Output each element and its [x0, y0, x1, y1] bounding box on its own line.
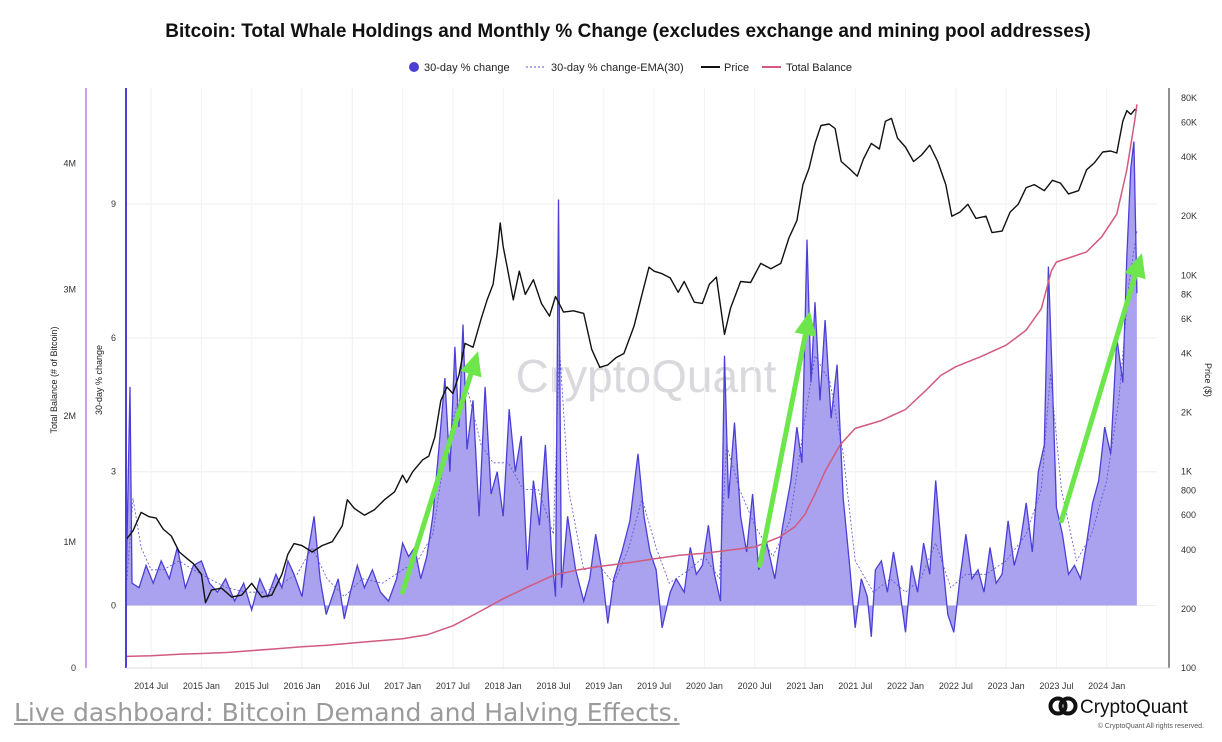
legend-label-pct: 30-day % change [424, 62, 510, 74]
x-tick-label: 2019 Jan [585, 681, 622, 691]
pct-axis-title: 30-day % change [94, 345, 104, 415]
series-pct-line [125, 141, 1138, 637]
series-balance-line [125, 104, 1138, 658]
plot-area [125, 88, 1157, 668]
pct-tick-label: 0 [111, 601, 116, 611]
x-tick-label: 2021 Jan [786, 681, 823, 691]
price-tick-label: 80K [1181, 93, 1197, 103]
x-tick-label: 2022 Jan [887, 681, 924, 691]
x-tick-label: 2014 Jul [134, 681, 168, 691]
price-tick-label: 6K [1181, 314, 1192, 324]
x-tick-label: 2018 Jul [536, 681, 570, 691]
x-tick-label: 2023 Jul [1039, 681, 1073, 691]
x-tick-label: 2021 Jul [838, 681, 872, 691]
annotation-arrows [400, 253, 1146, 595]
x-tick-label: 2016 Jul [335, 681, 369, 691]
legend-label-ema: 30-day % change-EMA(30) [551, 62, 684, 74]
x-tick-label: 2020 Jan [686, 681, 723, 691]
price-tick-label: 2K [1181, 408, 1192, 418]
legend-label-balance: Total Balance [786, 62, 852, 74]
series-ema-line [125, 230, 1138, 597]
watermark: CryptoQuant [516, 350, 777, 402]
axes: 0 1M 2M 3M 4M 0 3 6 9 100 200 400 600 800 1K 2K 4K 6K 8K 10… [49, 88, 1213, 691]
legend-item-ema[interactable]: 30-day % change-EMA(30) [526, 62, 684, 74]
price-tick-label: 60K [1181, 118, 1197, 128]
brand-logo: CryptoQuant © CryptoQuant All rights res… [1048, 696, 1204, 730]
copyright: © CryptoQuant All rights reserved. [1098, 722, 1204, 730]
arrow-2-head [794, 311, 817, 337]
balance-axis-title: Total Balance (# of Bitcoin) [49, 326, 59, 433]
price-tick-label: 10K [1181, 270, 1197, 280]
arrow-3-head [1124, 253, 1146, 280]
brand-logo-icon-ring [1058, 696, 1078, 716]
legend-item-balance[interactable]: Total Balance [762, 62, 852, 74]
legend-label-price: Price [724, 62, 749, 74]
x-tick-label: 2018 Jan [485, 681, 522, 691]
legend: 30-day % change 30-day % change-EMA(30) … [409, 62, 852, 74]
pct-tick-label: 3 [111, 467, 116, 477]
dashboard-link[interactable]: Live dashboard: Bitcoin Demand and Halvi… [14, 698, 680, 727]
brand-logo-icon [1048, 696, 1068, 716]
brand-name: CryptoQuant [1080, 697, 1188, 718]
x-tick-label: 2017 Jan [384, 681, 421, 691]
price-tick-label: 20K [1181, 211, 1197, 221]
price-tick-label: 1K [1181, 467, 1192, 477]
price-tick-label: 40K [1181, 152, 1197, 162]
x-tick-label: 2015 Jan [183, 681, 220, 691]
x-tick-label: 2017 Jul [436, 681, 470, 691]
arrow-1-shaft [400, 371, 474, 595]
x-tick-label: 2023 Jan [988, 681, 1025, 691]
price-tick-label: 600 [1181, 510, 1196, 520]
series-price-line [125, 108, 1138, 604]
legend-item-pct[interactable]: 30-day % change [409, 62, 510, 74]
balance-tick-label: 3M [63, 285, 76, 295]
pct-tick-label: 6 [111, 333, 116, 343]
x-tick-label: 2016 Jan [284, 681, 321, 691]
chart-title: Bitcoin: Total Whale Holdings and Monthl… [165, 21, 1090, 42]
price-tick-label: 400 [1181, 545, 1196, 555]
price-axis-title: Price ($) [1203, 363, 1213, 397]
arrow-1-head [460, 351, 482, 378]
arrow-3-shaft [1058, 273, 1138, 524]
balance-tick-label: 2M [63, 411, 76, 421]
x-tick-label: 2020 Jul [738, 681, 772, 691]
price-tick-label: 100 [1181, 663, 1196, 673]
series-pct-area [126, 141, 1137, 637]
balance-tick-label: 4M [63, 159, 76, 169]
x-tick-label: 2019 Jul [637, 681, 671, 691]
pct-tick-label: 9 [111, 199, 116, 209]
arrow-2-shaft [757, 332, 808, 568]
balance-tick-label: 1M [63, 537, 76, 547]
balance-tick-label: 0 [71, 663, 76, 673]
x-tick-label: 2024 Jan [1088, 681, 1125, 691]
price-tick-label: 8K [1181, 289, 1192, 299]
x-tick-label: 2022 Jul [939, 681, 973, 691]
price-tick-label: 200 [1181, 604, 1196, 614]
x-tick-label: 2015 Jul [235, 681, 269, 691]
price-tick-label: 4K [1181, 348, 1192, 358]
legend-item-price[interactable]: Price [701, 62, 749, 74]
price-tick-label: 800 [1181, 486, 1196, 496]
legend-swatch-pct [409, 62, 419, 72]
